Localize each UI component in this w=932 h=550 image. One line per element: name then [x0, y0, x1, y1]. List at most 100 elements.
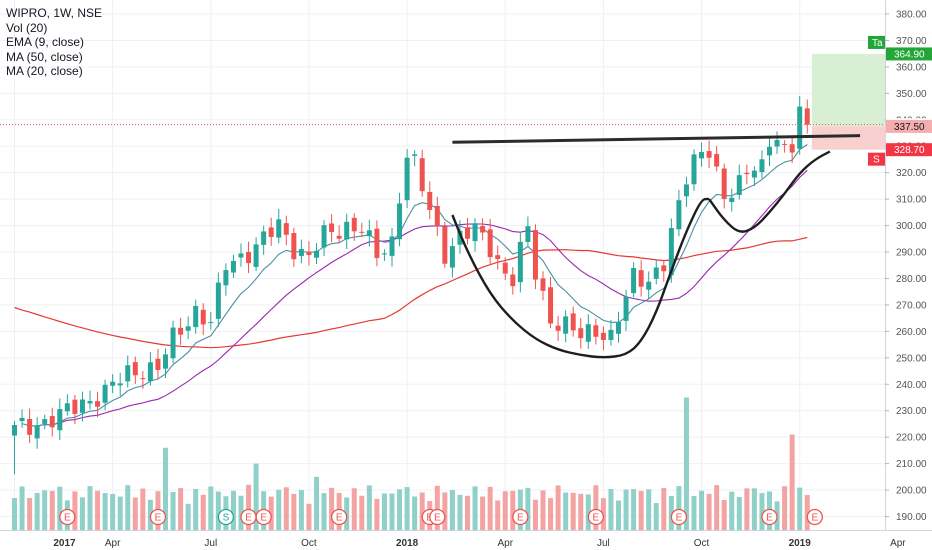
volume-bar: [87, 486, 93, 530]
candle: [736, 164, 742, 200]
candle-body: [366, 230, 372, 237]
candle-body: [593, 325, 599, 337]
volume-bar: [117, 496, 123, 530]
target-label: 364.90: [894, 49, 925, 60]
earnings-marker[interactable]: E: [512, 508, 529, 526]
candle-body: [517, 241, 523, 283]
price-tick-label: 190.00: [896, 512, 927, 523]
candle: [706, 140, 712, 169]
volume-bar: [178, 488, 184, 530]
volume-bar: [570, 492, 576, 530]
candle: [774, 131, 780, 154]
candle: [291, 227, 297, 267]
candle: [480, 218, 486, 241]
volume-bar: [230, 490, 236, 530]
time-axis: 2017 Apr Jul Oct 2018 Apr Jul Oct 2019 Apr: [0, 530, 932, 550]
legend-ema: EMA (9, close): [6, 35, 85, 49]
earnings-marker[interactable]: E: [330, 508, 348, 526]
candle-body: [789, 144, 795, 153]
volume-bar: [185, 503, 191, 530]
volume-bar: [480, 496, 486, 530]
candle: [12, 421, 17, 475]
candle-body: [570, 313, 576, 331]
candle-body: [79, 399, 85, 413]
volume-bar: [759, 493, 765, 530]
earnings-marker[interactable]: E: [429, 508, 446, 526]
candle-body: [449, 246, 455, 268]
stop-tag: S: [873, 155, 880, 166]
volume-bar: [736, 497, 742, 530]
split-marker[interactable]: S: [217, 508, 235, 526]
candle-body: [306, 251, 312, 256]
candle: [767, 136, 772, 166]
candle: [268, 217, 274, 246]
candle-body: [540, 278, 546, 291]
candle-body: [691, 154, 697, 185]
candle: [276, 208, 282, 244]
candle: [782, 139, 788, 153]
candle: [661, 259, 667, 282]
svg-text:E: E: [155, 513, 162, 524]
candle-body: [291, 233, 297, 260]
candle: [95, 391, 101, 418]
earnings-marker[interactable]: E: [59, 508, 76, 526]
candle: [298, 239, 304, 264]
earnings-marker[interactable]: E: [806, 508, 823, 526]
volume-bar: [631, 489, 637, 530]
price-tick-label: 370.00: [896, 36, 927, 47]
earnings-marker[interactable]: E: [255, 508, 272, 526]
volume-bar: [593, 485, 599, 530]
earnings-marker[interactable]: E: [761, 508, 778, 526]
candle-body: [502, 262, 508, 274]
candle: [57, 398, 63, 441]
candle: [102, 379, 108, 411]
ma20-line: [29, 169, 808, 427]
earnings-marker[interactable]: E: [670, 508, 688, 526]
price-tick-label: 280.00: [896, 274, 927, 285]
candle: [140, 370, 146, 389]
volume-bar: [95, 490, 101, 530]
volume-bar: [525, 487, 531, 530]
candle: [27, 408, 33, 443]
volume-bar: [208, 486, 214, 530]
candle-body: [72, 399, 78, 414]
candle: [321, 220, 327, 257]
candle: [616, 311, 621, 343]
candle: [253, 237, 259, 272]
price-tick-label: 320.00: [896, 168, 927, 179]
candle: [600, 326, 606, 351]
candle: [442, 221, 448, 268]
candle: [238, 243, 244, 267]
volume-bar: [668, 495, 674, 530]
earnings-marker[interactable]: E: [149, 508, 167, 526]
candle: [593, 318, 599, 345]
candle-body: [19, 417, 25, 422]
price-tick-label: 300.00: [896, 221, 927, 232]
earnings-marker[interactable]: E: [240, 508, 257, 526]
candle-body: [525, 226, 531, 243]
price-tick-label: 200.00: [896, 486, 927, 497]
candle: [49, 407, 55, 437]
candle-body: [185, 326, 191, 331]
earnings-marker[interactable]: E: [587, 508, 604, 526]
candle-body: [163, 354, 168, 369]
volume-bar: [49, 490, 55, 530]
time-label: Oct: [301, 538, 317, 549]
svg-text:E: E: [593, 513, 600, 524]
position-zones: [811, 53, 885, 150]
volume-bar: [283, 487, 289, 530]
volume-bar: [623, 489, 629, 530]
candle-body: [321, 225, 327, 248]
volume-bar: [751, 488, 757, 530]
candle-body: [600, 332, 606, 340]
volume-bar: [291, 493, 297, 530]
candle: [329, 214, 335, 243]
volume-bar: [397, 489, 403, 530]
candle-body: [548, 287, 554, 324]
candle-body: [268, 227, 274, 237]
volume-bar: [314, 476, 319, 530]
volume-bar: [374, 498, 380, 530]
candle-body: [147, 362, 153, 382]
candle-body: [683, 184, 689, 197]
